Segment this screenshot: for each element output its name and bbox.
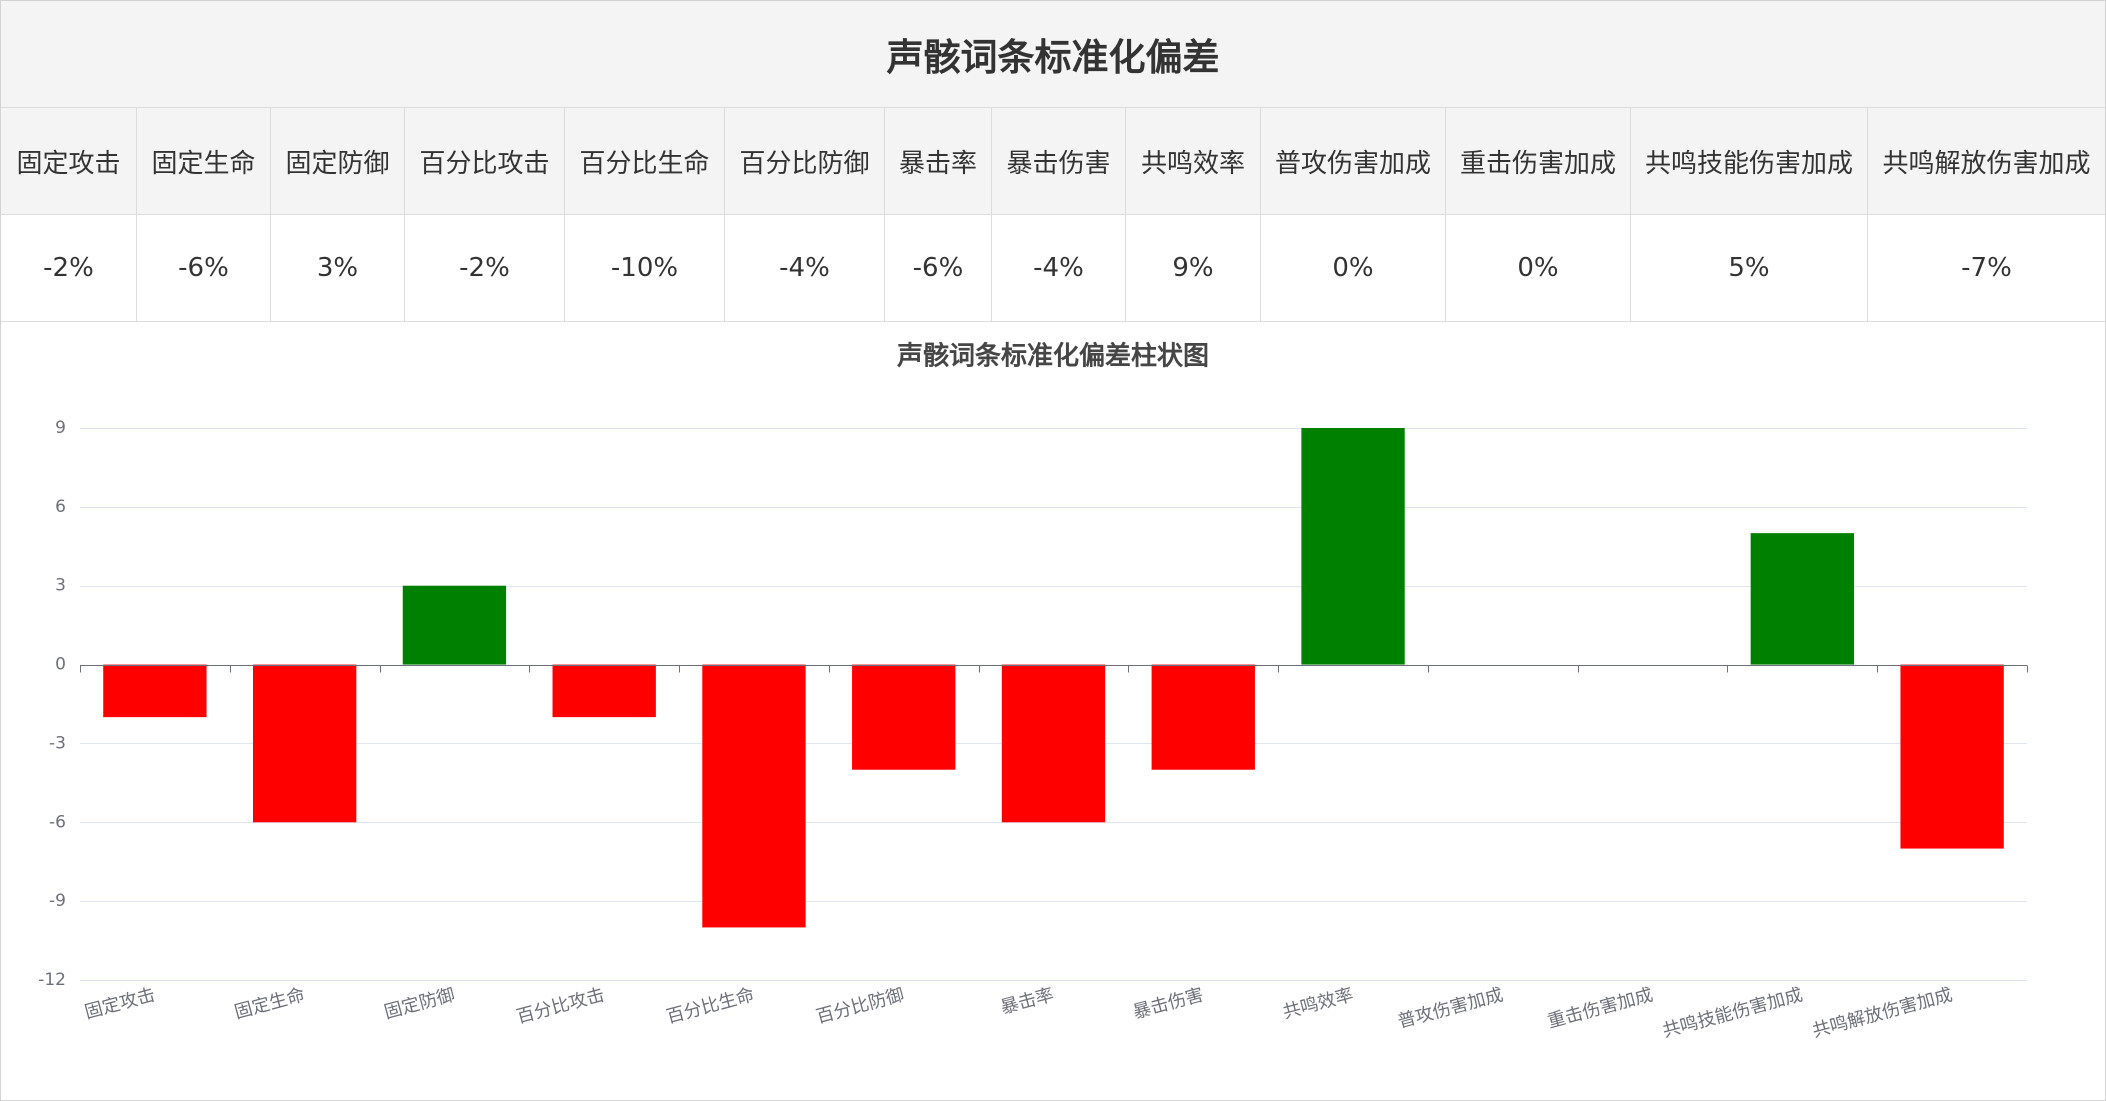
chart-bar-5 <box>702 664 806 928</box>
bar-chart: 声骸词条标准化偏差柱状图 9 6 3 0 -3 -6 -9 -12 固定攻击 固定生命 固定防御 百… <box>38 341 2028 1042</box>
table-cell: -4% <box>725 215 885 321</box>
chart-bar-9 <box>1301 428 1405 665</box>
column-header: 固定防御 <box>271 108 405 214</box>
x-tick-label-12: 共鸣技能伤害加成 <box>1660 984 1805 1042</box>
column-header: 暴击率 <box>885 108 992 214</box>
chart-bar-4 <box>552 664 656 718</box>
column-header: 暴击伤害 <box>992 108 1126 214</box>
x-tick-label-10: 普攻伤害加成 <box>1396 984 1506 1032</box>
table-cell: 9% <box>1126 215 1261 321</box>
y-tick-label-5: -3 <box>49 733 66 753</box>
table-cell: -6% <box>885 215 992 321</box>
x-tick-label-5: 百分比生命 <box>664 984 756 1028</box>
column-header: 重击伤害加成 <box>1446 108 1631 214</box>
table-header-row: 固定攻击 固定生命 固定防御 百分比攻击 百分比生命 百分比防御 暴击率 暴击伤… <box>1 108 2105 215</box>
y-tick-label-3: 3 <box>55 576 66 596</box>
chart-title: 声骸词条标准化偏差柱状图 <box>897 341 1209 372</box>
table-cell: 3% <box>271 215 405 321</box>
x-axis-labels: 固定攻击 固定生命 固定防御 百分比攻击 百分比生命 百分比防御 暴击率 暴击伤害 共鸣效率 普攻… <box>82 984 1954 1042</box>
chart-bar-2 <box>252 664 357 823</box>
x-tick-label-1: 固定攻击 <box>82 984 157 1023</box>
column-header: 百分比攻击 <box>405 108 565 214</box>
chart-bar-7 <box>1001 664 1106 823</box>
y-tick-label-7: -9 <box>49 891 66 911</box>
y-axis-labels: 9 6 3 0 -3 -6 -9 -12 <box>38 418 66 990</box>
chart-bar-13 <box>1900 664 2004 849</box>
table-cell: -4% <box>992 215 1126 321</box>
column-header: 共鸣技能伤害加成 <box>1631 108 1868 214</box>
x-tick-label-2: 固定生命 <box>232 984 307 1023</box>
x-axis <box>80 665 2028 673</box>
table-cell: -7% <box>1961 253 2012 283</box>
chart-bar-6 <box>852 664 956 770</box>
x-tick-label-13: 共鸣解放伤害加成 <box>1810 984 1955 1042</box>
column-header: 固定生命 <box>137 108 271 214</box>
y-tick-label-2: 6 <box>55 497 66 517</box>
x-tick-label-6: 百分比防御 <box>814 984 906 1028</box>
chart-bar-12 <box>1750 533 1855 665</box>
x-tick-label-4: 百分比攻击 <box>514 984 606 1028</box>
x-tick-label-7: 暴击率 <box>998 984 1056 1018</box>
y-tick-label-4: 0 <box>55 655 66 675</box>
table-cell: 5% <box>1631 215 1868 321</box>
x-tick-label-9: 共鸣效率 <box>1281 984 1356 1023</box>
chart-bar-1 <box>103 664 207 718</box>
table-cell: -6% <box>137 215 271 321</box>
column-header: 普攻伤害加成 <box>1261 108 1446 214</box>
x-tick-label-11: 重击伤害加成 <box>1545 984 1655 1032</box>
table-cell: 0% <box>1261 215 1446 321</box>
bars <box>103 428 2004 928</box>
table-cell: -2% <box>405 215 565 321</box>
page-title: 声骸词条标准化偏差 <box>1 1 2105 108</box>
bar-chart-panel: 声骸词条标准化偏差柱状图 9 6 3 0 -3 -6 -9 -12 固定攻击 固定生命 固定防御 百… <box>1 322 2105 1100</box>
column-header: 百分比防御 <box>725 108 885 214</box>
y-tick-label-6: -6 <box>49 812 66 832</box>
column-header: 共鸣效率 <box>1126 108 1261 214</box>
table-row: -2% -6% 3% -2% -10% -4% -6% -4% 9% 0% 0%… <box>1 215 2105 322</box>
x-tick-label-8: 暴击伤害 <box>1131 984 1206 1023</box>
chart-bar-8 <box>1151 664 1255 770</box>
x-tick-label-3: 固定防御 <box>382 984 457 1023</box>
table-cell: -10% <box>565 215 725 321</box>
column-header: 百分比生命 <box>565 108 725 214</box>
y-tick-label-8: -12 <box>38 970 66 990</box>
chart-bar-3 <box>402 585 507 665</box>
column-header: 共鸣解放伤害加成 <box>1882 148 2091 179</box>
y-tick-label-1: 9 <box>55 418 66 438</box>
column-header: 固定攻击 <box>1 108 137 214</box>
table-cell: 0% <box>1446 215 1631 321</box>
table-cell: -2% <box>1 215 137 321</box>
